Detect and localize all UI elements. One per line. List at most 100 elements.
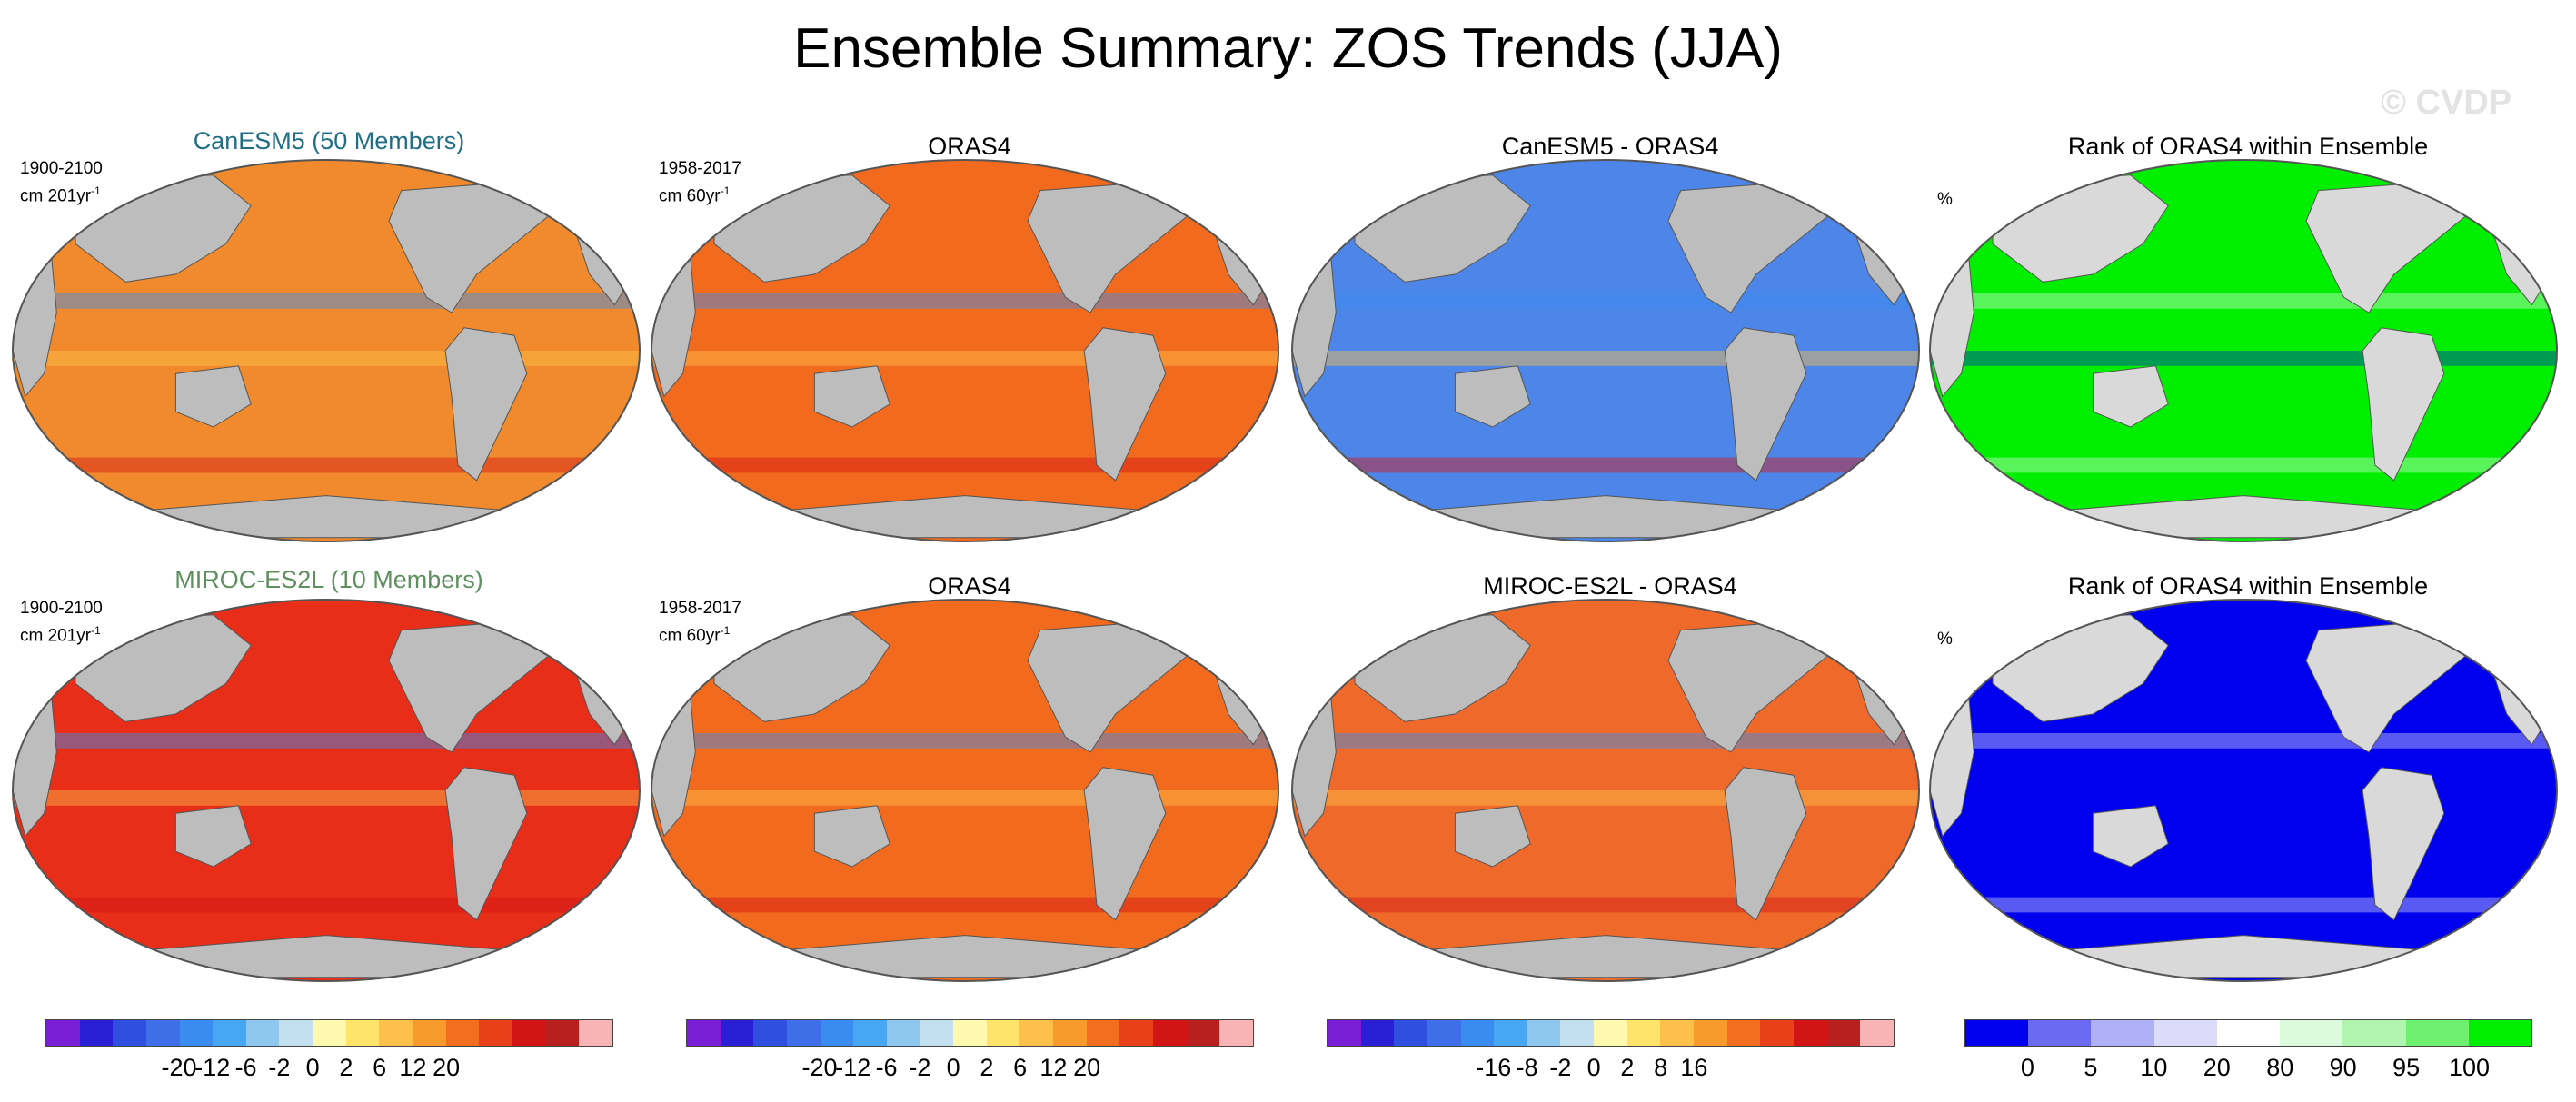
row1-diff-band: [1292, 457, 1919, 473]
colorbar-2: [686, 1019, 1254, 1047]
colorbar-3-tick-label: 8: [1654, 1054, 1668, 1081]
row1-model-units: cm 201yr: [20, 186, 92, 206]
row1-diff-band: [1292, 351, 1919, 366]
colorbar-swatch: [179, 1020, 214, 1046]
colorbar-swatch: [920, 1020, 954, 1046]
row2-diff-band: [1292, 790, 1919, 806]
colorbar-3-tick-label: 16: [1680, 1054, 1708, 1081]
colorbar-2-tick-label: -6: [875, 1054, 898, 1081]
row2-rank-band: [1930, 790, 2557, 806]
row1-model-meta: 1900-2100 cm 201yr-1: [20, 158, 103, 207]
row1-model-map-border: [11, 159, 642, 542]
row1-rank-units: %: [1937, 190, 1953, 209]
colorbar-swatch: [953, 1020, 987, 1046]
row2-diff-map: [1290, 599, 1921, 982]
row1-obs-title: ORAS4: [928, 133, 1011, 160]
colorbar-2-tick-label: 2: [980, 1054, 994, 1081]
row1-obs-meta: 1958-2017 cm 60yr-1: [659, 158, 741, 207]
colorbar-swatch: [413, 1020, 446, 1046]
colorbar-swatch: [1119, 1020, 1153, 1046]
colorbar-2-tick-label: 0: [946, 1054, 960, 1081]
colorbar-2-tick-label: 6: [1013, 1054, 1028, 1081]
row2-obs-title: ORAS4: [928, 572, 1011, 600]
row1-model-band: [13, 293, 640, 309]
colorbar-swatch: [2468, 1020, 2531, 1046]
row2-rank-map-border: [1928, 599, 2559, 982]
colorbar-swatch: [886, 1020, 920, 1046]
row1-diff-band: [1292, 293, 1919, 309]
colorbar-4: [1964, 1019, 2532, 1047]
row2-rank-map: [1928, 599, 2559, 982]
row1-model-band: [13, 351, 640, 366]
row1-diff-map: [1290, 159, 1921, 542]
colorbar-swatch: [1560, 1020, 1595, 1046]
colorbar-swatch: [579, 1020, 612, 1046]
row2-obs-units-exp: -1: [720, 624, 731, 637]
colorbar-swatch: [1594, 1020, 1627, 1046]
row2-obs-period: 1958-2017: [659, 599, 741, 618]
row2-model-band: [13, 733, 640, 749]
row2-model-units: cm 201yr: [20, 626, 92, 646]
colorbar-swatch: [1826, 1020, 1861, 1046]
colorbar-1: [45, 1019, 613, 1047]
colorbar-swatch: [545, 1020, 580, 1046]
colorbar-swatch: [1860, 1020, 1894, 1046]
colorbar-swatch: [445, 1020, 480, 1046]
colorbar-4-tick-label: 0: [2020, 1054, 2034, 1081]
row2-diff-land: [1454, 805, 1531, 868]
colorbar-2-tick-label: 20: [1073, 1054, 1101, 1081]
colorbar-2-tick-label: -2: [909, 1054, 931, 1081]
row1-diff-land: [1454, 365, 1531, 428]
row1-diff-title: CanESM5 - ORAS4: [1501, 133, 1719, 160]
colorbar-swatch: [1626, 1020, 1661, 1046]
colorbar-2-tick-label: -20: [801, 1054, 838, 1081]
row2-model-meta: 1900-2100 cm 201yr-1: [20, 598, 103, 647]
row2-model-period: 1900-2100: [20, 599, 103, 618]
colorbar-swatch: [720, 1020, 754, 1046]
colorbar-swatch: [1965, 1020, 2029, 1046]
colorbar-swatch: [687, 1020, 721, 1046]
colorbar-1-tick-label: -2: [268, 1054, 291, 1081]
row2-model-units-exp: -1: [91, 624, 101, 637]
colorbar-1-tick-label: -12: [194, 1054, 231, 1081]
colorbar-swatch: [1694, 1020, 1727, 1046]
row2-rank-title: Rank of ORAS4 within Ensemble: [2067, 572, 2429, 600]
colorbar-3-tick-label: 0: [1586, 1054, 1601, 1081]
colorbar-4-tick-label: 95: [2392, 1054, 2421, 1081]
row1-obs-band: [651, 351, 1278, 366]
row1-rank-land: [2092, 365, 2169, 428]
row2-model-title: MIROC-ES2L (10 Members): [174, 566, 483, 593]
row2-model-land: [174, 805, 252, 868]
colorbar-4-tick-label: 20: [2203, 1054, 2231, 1081]
row1-model-map: [11, 159, 642, 542]
colorbar-4-tick-label: 100: [2449, 1054, 2491, 1081]
colorbar-swatch: [2405, 1020, 2469, 1046]
row2-model-land: [444, 767, 528, 921]
row2-obs-land: [813, 805, 890, 868]
colorbar-1-tick-label: 20: [433, 1054, 461, 1081]
colorbar-1-tick-label: 0: [305, 1054, 320, 1081]
colorbar-3-tick-label: -2: [1549, 1054, 1572, 1081]
row2-model-map: [11, 599, 642, 982]
row2-obs-map: [650, 599, 1280, 982]
row1-rank-band: [1930, 457, 2557, 473]
row1-rank-map: [1928, 159, 2559, 542]
colorbar-swatch: [1086, 1020, 1120, 1046]
colorbar-swatch: [853, 1020, 887, 1046]
colorbar-3: [1327, 1019, 1895, 1047]
row1-model-units-line: cm 201yr-1: [20, 180, 103, 207]
row2-diff-map-border: [1290, 599, 1921, 982]
row1-obs-map-border: [650, 159, 1280, 542]
colorbar-swatch: [379, 1020, 413, 1046]
row2-model-map-border: [11, 599, 642, 982]
colorbar-swatch: [113, 1020, 146, 1046]
colorbar-3-tick-label: 2: [1620, 1054, 1635, 1081]
colorbar-swatch: [1427, 1020, 1461, 1046]
row1-obs-band: [651, 457, 1278, 473]
colorbar-swatch: [512, 1020, 546, 1046]
row1-obs-units-line: cm 60yr-1: [659, 180, 741, 207]
colorbar-swatch: [1019, 1020, 1054, 1046]
colorbar-swatch: [2280, 1020, 2343, 1046]
colorbar-swatch: [1760, 1020, 1794, 1046]
row1-obs-map: [650, 159, 1280, 542]
